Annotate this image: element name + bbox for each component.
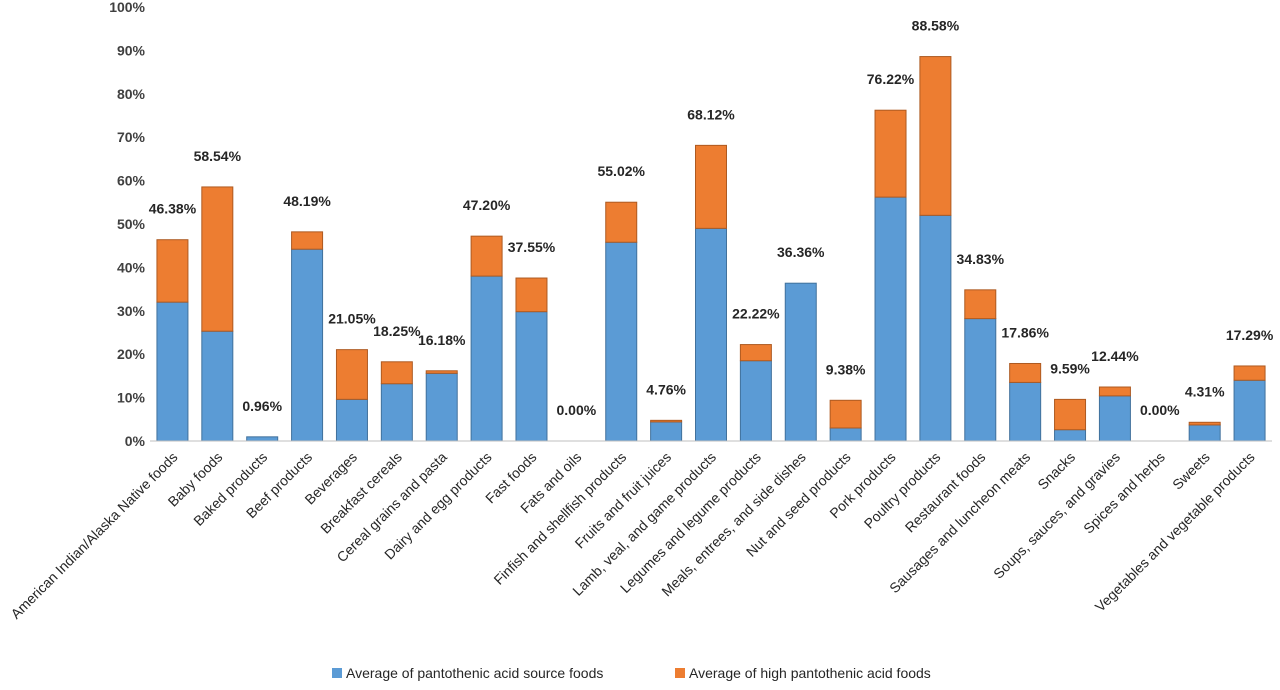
bar-segment-high-foods (1098, 386, 1131, 397)
bar-segment-source-foods (1054, 429, 1087, 442)
y-tick-label: 20% (117, 346, 146, 362)
data-label: 4.31% (1185, 383, 1225, 399)
bar-segment-source-foods (1009, 381, 1042, 442)
bar-segment-source-foods (1233, 379, 1266, 442)
bar-segment-source-foods (425, 372, 458, 442)
bar-segment-source-foods (964, 318, 997, 442)
bar-segment-source-foods (246, 436, 279, 442)
data-label: 18.25% (373, 323, 421, 339)
x-tick-label: Poultry products (861, 449, 944, 532)
data-label: 21.05% (328, 311, 376, 327)
bar-segment-high-foods (1188, 421, 1221, 426)
data-labels-layer: 46.38% 58.54% 0.96% 48.19% 21.05%18.25%16.18… (149, 18, 1274, 418)
y-tick-label: 100% (109, 0, 145, 15)
x-axis: American Indian/Alaska Native foodsBaby … (7, 440, 1272, 622)
bar-segment-high-foods (829, 399, 862, 429)
bar-segment-source-foods (380, 383, 413, 442)
x-tick-label: Spices and herbs (1080, 449, 1168, 537)
y-tick-label: 60% (117, 173, 146, 189)
x-tick-label: American Indian/Alaska Native foods (7, 449, 180, 622)
bar-segment-high-foods (1009, 362, 1042, 383)
data-label: 47.20% (463, 197, 511, 213)
data-label: 36.36% (777, 244, 825, 260)
bar-segment-high-foods (470, 235, 503, 277)
bar-segment-source-foods (829, 427, 862, 442)
data-label: 37.55% (508, 239, 556, 255)
bar-segment-source-foods (515, 311, 548, 442)
data-label: 88.58% (912, 18, 960, 34)
bar-segment-high-foods (201, 186, 234, 332)
legend-label-source-foods: Average of pantothenic acid source foods (346, 665, 603, 681)
bar-segment-high-foods (1233, 365, 1266, 381)
y-tick-label: 30% (117, 303, 146, 319)
y-tick-label: 40% (117, 259, 146, 275)
data-label: 0.96% (242, 398, 282, 414)
bar-segment-high-foods (919, 56, 952, 216)
bar-segment-high-foods (739, 344, 772, 362)
bar-segment-source-foods (695, 227, 727, 442)
data-label: 55.02% (597, 163, 645, 179)
bar-segment-source-foods (291, 248, 324, 442)
bar-segment-source-foods (919, 214, 952, 442)
data-label: 17.29% (1226, 327, 1274, 343)
bar-segment-source-foods (335, 398, 368, 442)
legend-swatch-source-foods (332, 668, 342, 678)
data-label: 16.18% (418, 332, 466, 348)
bar-segment-source-foods (874, 196, 907, 442)
legend: Average of pantothenic acid source foods… (332, 665, 931, 681)
data-label: 58.54% (194, 148, 242, 164)
bar-segment-high-foods (425, 370, 458, 374)
y-tick-label: 90% (117, 42, 146, 58)
bar-segment-high-foods (605, 201, 638, 243)
bar-segment-high-foods (1054, 398, 1087, 431)
data-label: 46.38% (149, 201, 197, 217)
x-tick-label: Sweets (1169, 449, 1213, 493)
x-tick-label: Snacks (1034, 449, 1078, 493)
legend-swatch-high-foods (675, 668, 685, 678)
bar-segment-source-foods (784, 282, 817, 442)
y-tick-label: 10% (117, 390, 146, 406)
data-label: 34.83% (957, 251, 1005, 267)
data-label: 22.22% (732, 306, 780, 322)
bar-segment-high-foods (695, 144, 727, 229)
bar-segment-source-foods (201, 330, 234, 442)
y-axis: 0% 10% 20% 30% 40% 50% 60% 70% 80% 90% 100% (109, 0, 145, 449)
data-label: 68.12% (687, 106, 735, 122)
y-tick-label: 70% (117, 129, 146, 145)
bar-segment-high-foods (335, 349, 368, 400)
data-label: 17.86% (1001, 324, 1049, 340)
bar-segment-source-foods (470, 275, 503, 442)
data-label: 76.22% (867, 71, 915, 87)
legend-label-high-foods: Average of high pantothenic acid foods (689, 665, 931, 681)
bar-segment-high-foods (964, 289, 997, 320)
bar-segment-high-foods (291, 231, 324, 250)
data-label: 12.44% (1091, 348, 1139, 364)
bar-segment-high-foods (380, 361, 413, 385)
data-label: 0.00% (1140, 402, 1180, 418)
data-label: 0.00% (557, 402, 597, 418)
y-tick-label: 80% (117, 86, 146, 102)
bar-segment-high-foods (515, 277, 548, 313)
bar-segment-high-foods (650, 419, 683, 423)
bar-segment-source-foods (605, 241, 638, 442)
data-label: 4.76% (646, 381, 686, 397)
bar-segment-high-foods (874, 109, 907, 198)
data-label: 9.38% (826, 361, 866, 377)
data-label: 48.19% (283, 193, 331, 209)
bars-layer (156, 56, 1266, 442)
bar-segment-source-foods (1098, 395, 1131, 442)
bar-segment-source-foods (739, 360, 772, 442)
bar-segment-source-foods (650, 421, 683, 442)
x-tick-label: Breakfast cereals (317, 449, 405, 537)
bar-segment-source-foods (1188, 424, 1221, 442)
bar-segment-source-foods (156, 301, 189, 442)
bar-segment-high-foods (156, 239, 189, 303)
x-tick-label: Vegetables and vegetable products (1092, 449, 1258, 615)
y-tick-label: 50% (117, 216, 146, 232)
x-tick-label: Restaurant foods (902, 449, 989, 536)
data-label: 9.59% (1050, 360, 1090, 376)
y-tick-label: 0% (125, 433, 146, 449)
